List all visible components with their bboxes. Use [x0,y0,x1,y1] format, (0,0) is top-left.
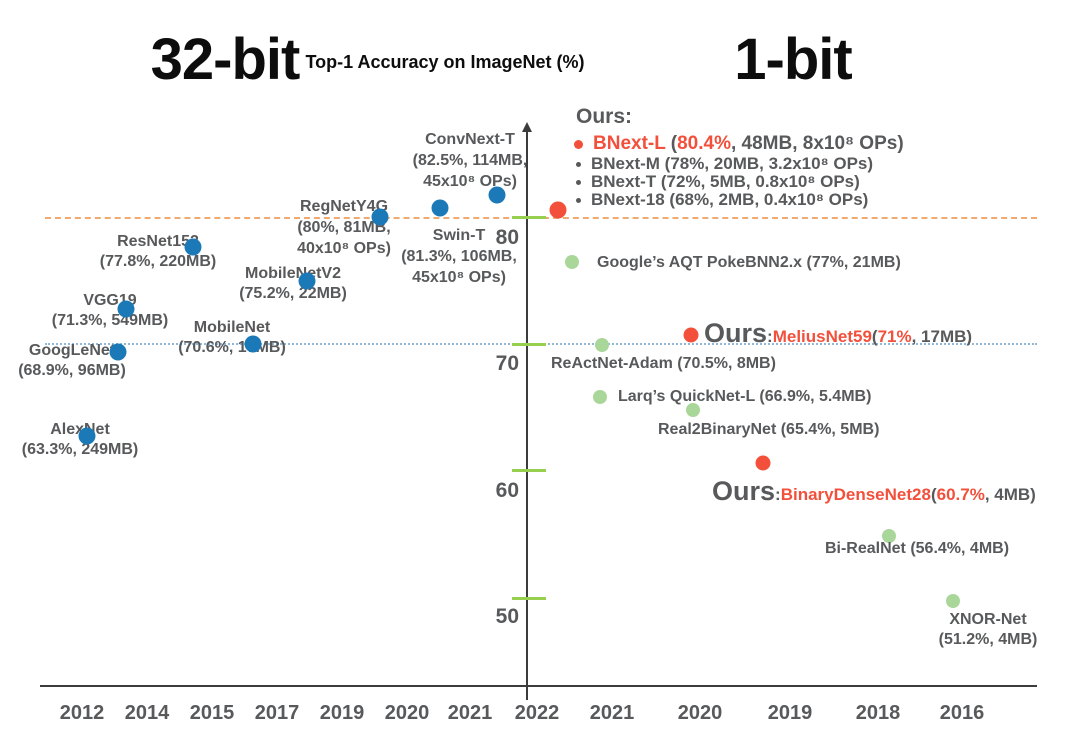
dot-xnor-net [946,594,960,608]
y-axis-line [526,132,528,700]
y-axis-arrow [522,122,532,132]
dot-vgg19 [117,300,135,318]
x-label-2019-r: 2019 [767,702,813,724]
legend-item-bnext-t: BNext-T (72%, 5MB, 0.8x10⁸ OPs) [576,172,860,192]
label-mobilenetv2: MobileNetV2 (75.2%, 22MB) [239,265,347,302]
dot-pokebnn [565,255,579,269]
y-tick-60 [512,469,546,472]
dot-meliusnet59 [683,327,699,343]
label-mobilenet: MobileNet (70.6%, 17MB) [178,319,286,356]
callout-meliusnet59: Ours: MeliusNet59 (71%, 17MB) [704,318,973,348]
x-axis-line [40,685,1037,687]
x-label-2017: 2017 [254,702,300,724]
dot-convnext-t [488,186,506,204]
dot-alexnet [78,427,96,445]
dot-quicknet-l [593,390,607,404]
dot-bnext-l [549,201,567,219]
callout-binarydensenet28: Ours: BinaryDenseNet28 (60.7%, 4MB) [712,476,1036,506]
y-tick-50 [512,597,546,600]
x-label-2020-l: 2020 [384,702,430,724]
dot-real2binarynet [686,403,700,417]
dot-googlenet [109,343,127,361]
y-label-70: 70 [495,352,519,375]
label-pokebnn: Google’s AQT PokeBNN2.x (77%, 21MB) [597,254,901,271]
x-label-2014: 2014 [124,702,170,724]
x-label-2015: 2015 [189,702,235,724]
legend-text-bnext-l: BNext-L (80.4%, 48MB, 8x10⁸ OPs) [593,133,904,154]
x-label-2012: 2012 [59,702,105,724]
y-label-80: 80 [495,226,519,249]
legend-item-bnext-l: BNext-L (80.4%, 48MB, 8x10⁸ OPs) [574,133,904,155]
label-real2binarynet: Real2BinaryNet (65.4%, 5MB) [658,421,880,438]
legend-bullet-gray [576,197,581,203]
y-label-60: 60 [495,479,519,502]
dot-regnety4g [371,208,389,226]
x-label-2022: 2022 [514,702,560,724]
dot-swin-t [431,199,449,217]
label-resnet152: ResNet152 (77.8%, 220MB) [99,233,217,270]
chart-title: Top-1 Accuracy on ImageNet (%) [305,52,585,72]
label-vgg19: VGG19 (71.3%, 549MB) [51,292,169,329]
y-tick-80 [512,216,546,219]
title-32bit: 32-bit [150,27,301,92]
legend-bullet-gray [576,161,581,167]
label-bi-realnet: Bi-RealNet (56.4%, 4MB) [824,540,1010,557]
dot-bi-realnet [882,529,896,543]
x-label-2020-r: 2020 [677,702,723,724]
legend-bullet-gray [576,179,581,185]
label-xnor-net: XNOR-Net (51.2%, 4MB) [938,611,1038,648]
legend-title: Ours: [576,105,633,128]
label-swin-t: Swin-T (81.3%, 106MB, 45x10⁸ OPs) [401,227,517,286]
dot-binarydensenet28 [755,455,771,471]
y-tick-70 [512,343,546,346]
title-1bit: 1-bit [734,27,852,92]
label-quicknet-l: Larq’s QuickNet-L (66.9%, 5.4MB) [618,388,872,405]
dot-mobilenet [244,335,262,353]
dot-mobilenetv2 [298,272,316,290]
x-label-2016: 2016 [939,702,985,724]
x-label-2018: 2018 [855,702,901,724]
label-regnety4g: RegNetY4G (80%, 81MB, 40x10⁸ OPs) [297,198,391,257]
label-reactnet-adam: ReActNet-Adam (70.5%, 8MB) [551,355,776,372]
dot-resnet152 [184,238,202,256]
label-convnext-t: ConvNext-T (82.5%, 114MB, 45x10⁸ OPs) [412,131,528,190]
legend-item-bnext-18: BNext-18 (68%, 2MB, 0.4x10⁸ OPs) [576,190,868,210]
x-label-2021-r: 2021 [589,702,635,724]
x-label-2019-l: 2019 [319,702,365,724]
legend-item-bnext-m: BNext-M (78%, 20MB, 3.2x10⁸ OPs) [576,154,873,174]
dot-reactnet-adam [595,338,609,352]
label-googlenet: GoogLeNet (68.9%, 96MB) [18,342,126,379]
x-label-2021-l: 2021 [447,702,493,724]
legend-bullet-red [574,139,583,149]
y-label-50: 50 [495,605,519,628]
